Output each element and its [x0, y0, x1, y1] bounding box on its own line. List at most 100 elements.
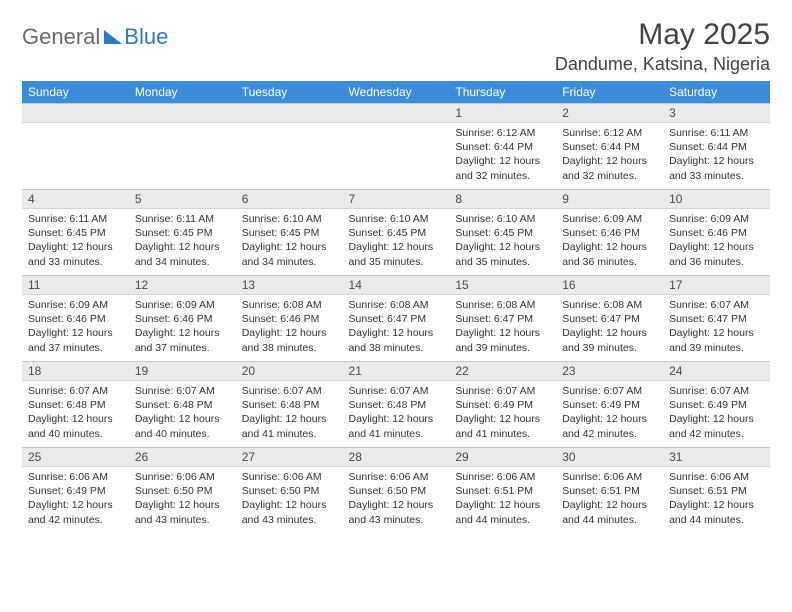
- sunrise-line: Sunrise: 6:06 AM: [455, 470, 550, 484]
- calendar-cell: 27Sunrise: 6:06 AMSunset: 6:50 PMDayligh…: [236, 447, 343, 533]
- day-details: Sunrise: 6:09 AMSunset: 6:46 PMDaylight:…: [129, 295, 236, 361]
- calendar-cell: 31Sunrise: 6:06 AMSunset: 6:51 PMDayligh…: [663, 447, 770, 533]
- sunrise-line: Sunrise: 6:12 AM: [455, 126, 550, 140]
- weekday-header-row: SundayMondayTuesdayWednesdayThursdayFrid…: [22, 81, 770, 103]
- sunrise-line: Sunrise: 6:06 AM: [349, 470, 444, 484]
- brand-blue: Blue: [124, 24, 168, 50]
- daylight-line: Daylight: 12 hours and 43 minutes.: [349, 498, 444, 526]
- daylight-line: Daylight: 12 hours and 44 minutes.: [455, 498, 550, 526]
- calendar-cell: [129, 103, 236, 189]
- day-details: Sunrise: 6:08 AMSunset: 6:47 PMDaylight:…: [343, 295, 450, 361]
- daylight-line: Daylight: 12 hours and 35 minutes.: [455, 240, 550, 268]
- weekday-header: Thursday: [449, 81, 556, 103]
- daylight-line: Daylight: 12 hours and 40 minutes.: [135, 412, 230, 440]
- calendar-cell: 30Sunrise: 6:06 AMSunset: 6:51 PMDayligh…: [556, 447, 663, 533]
- day-number-bar: 30: [556, 447, 663, 467]
- daylight-line: Daylight: 12 hours and 37 minutes.: [28, 326, 123, 354]
- sunset-line: Sunset: 6:48 PM: [349, 398, 444, 412]
- daylight-line: Daylight: 12 hours and 41 minutes.: [455, 412, 550, 440]
- day-number-bar: [129, 103, 236, 123]
- calendar-week-row: 18Sunrise: 6:07 AMSunset: 6:48 PMDayligh…: [22, 361, 770, 447]
- daylight-line: Daylight: 12 hours and 36 minutes.: [669, 240, 764, 268]
- calendar-cell: 21Sunrise: 6:07 AMSunset: 6:48 PMDayligh…: [343, 361, 450, 447]
- sunrise-line: Sunrise: 6:09 AM: [135, 298, 230, 312]
- day-details: Sunrise: 6:07 AMSunset: 6:49 PMDaylight:…: [556, 381, 663, 447]
- sunset-line: Sunset: 6:45 PM: [28, 226, 123, 240]
- day-details: Sunrise: 6:12 AMSunset: 6:44 PMDaylight:…: [449, 123, 556, 189]
- calendar-cell: 2Sunrise: 6:12 AMSunset: 6:44 PMDaylight…: [556, 103, 663, 189]
- day-number-bar: 31: [663, 447, 770, 467]
- calendar-cell: 6Sunrise: 6:10 AMSunset: 6:45 PMDaylight…: [236, 189, 343, 275]
- sunset-line: Sunset: 6:49 PM: [455, 398, 550, 412]
- sunrise-line: Sunrise: 6:08 AM: [349, 298, 444, 312]
- sunset-line: Sunset: 6:44 PM: [669, 140, 764, 154]
- day-number-bar: 22: [449, 361, 556, 381]
- weekday-header: Monday: [129, 81, 236, 103]
- daylight-line: Daylight: 12 hours and 34 minutes.: [135, 240, 230, 268]
- weekday-header: Friday: [556, 81, 663, 103]
- sunrise-line: Sunrise: 6:07 AM: [242, 384, 337, 398]
- sunset-line: Sunset: 6:46 PM: [669, 226, 764, 240]
- header-bar: General Blue May 2025 Dandume, Katsina, …: [22, 18, 770, 75]
- daylight-line: Daylight: 12 hours and 33 minutes.: [28, 240, 123, 268]
- day-number-bar: 23: [556, 361, 663, 381]
- sunrise-line: Sunrise: 6:06 AM: [562, 470, 657, 484]
- calendar-cell: 15Sunrise: 6:08 AMSunset: 6:47 PMDayligh…: [449, 275, 556, 361]
- brand-logo: General Blue: [22, 18, 168, 50]
- sunrise-line: Sunrise: 6:07 AM: [562, 384, 657, 398]
- day-number-bar: 13: [236, 275, 343, 295]
- calendar-cell: 26Sunrise: 6:06 AMSunset: 6:50 PMDayligh…: [129, 447, 236, 533]
- day-number-bar: [343, 103, 450, 123]
- day-number-bar: 17: [663, 275, 770, 295]
- weekday-header: Tuesday: [236, 81, 343, 103]
- day-details: Sunrise: 6:06 AMSunset: 6:50 PMDaylight:…: [343, 467, 450, 533]
- sunrise-line: Sunrise: 6:07 AM: [135, 384, 230, 398]
- day-number-bar: 18: [22, 361, 129, 381]
- daylight-line: Daylight: 12 hours and 32 minutes.: [562, 154, 657, 182]
- day-details: Sunrise: 6:11 AMSunset: 6:45 PMDaylight:…: [129, 209, 236, 275]
- day-number-bar: 27: [236, 447, 343, 467]
- day-number-bar: 4: [22, 189, 129, 209]
- day-number-bar: 8: [449, 189, 556, 209]
- weekday-header: Saturday: [663, 81, 770, 103]
- sunrise-line: Sunrise: 6:07 AM: [28, 384, 123, 398]
- calendar-week-row: 4Sunrise: 6:11 AMSunset: 6:45 PMDaylight…: [22, 189, 770, 275]
- day-details: Sunrise: 6:10 AMSunset: 6:45 PMDaylight:…: [449, 209, 556, 275]
- day-details: Sunrise: 6:07 AMSunset: 6:49 PMDaylight:…: [663, 381, 770, 447]
- calendar-cell: 5Sunrise: 6:11 AMSunset: 6:45 PMDaylight…: [129, 189, 236, 275]
- day-number-bar: 26: [129, 447, 236, 467]
- calendar-cell: 10Sunrise: 6:09 AMSunset: 6:46 PMDayligh…: [663, 189, 770, 275]
- calendar-cell: [343, 103, 450, 189]
- sunrise-line: Sunrise: 6:08 AM: [455, 298, 550, 312]
- calendar-cell: 23Sunrise: 6:07 AMSunset: 6:49 PMDayligh…: [556, 361, 663, 447]
- calendar-body: 1Sunrise: 6:12 AMSunset: 6:44 PMDaylight…: [22, 103, 770, 533]
- sunset-line: Sunset: 6:47 PM: [562, 312, 657, 326]
- calendar-cell: 28Sunrise: 6:06 AMSunset: 6:50 PMDayligh…: [343, 447, 450, 533]
- day-details: Sunrise: 6:08 AMSunset: 6:47 PMDaylight:…: [556, 295, 663, 361]
- calendar-cell: 11Sunrise: 6:09 AMSunset: 6:46 PMDayligh…: [22, 275, 129, 361]
- day-number-bar: 19: [129, 361, 236, 381]
- day-details: Sunrise: 6:11 AMSunset: 6:44 PMDaylight:…: [663, 123, 770, 189]
- sunrise-line: Sunrise: 6:10 AM: [349, 212, 444, 226]
- daylight-line: Daylight: 12 hours and 43 minutes.: [242, 498, 337, 526]
- sunset-line: Sunset: 6:49 PM: [562, 398, 657, 412]
- calendar-cell: 9Sunrise: 6:09 AMSunset: 6:46 PMDaylight…: [556, 189, 663, 275]
- weekday-header: Sunday: [22, 81, 129, 103]
- day-number-bar: 14: [343, 275, 450, 295]
- day-details: Sunrise: 6:07 AMSunset: 6:48 PMDaylight:…: [22, 381, 129, 447]
- calendar-cell: 20Sunrise: 6:07 AMSunset: 6:48 PMDayligh…: [236, 361, 343, 447]
- calendar-cell: 14Sunrise: 6:08 AMSunset: 6:47 PMDayligh…: [343, 275, 450, 361]
- daylight-line: Daylight: 12 hours and 40 minutes.: [28, 412, 123, 440]
- daylight-line: Daylight: 12 hours and 37 minutes.: [135, 326, 230, 354]
- day-details: Sunrise: 6:07 AMSunset: 6:47 PMDaylight:…: [663, 295, 770, 361]
- sunset-line: Sunset: 6:48 PM: [242, 398, 337, 412]
- calendar-cell: 4Sunrise: 6:11 AMSunset: 6:45 PMDaylight…: [22, 189, 129, 275]
- day-number-bar: 25: [22, 447, 129, 467]
- day-details: Sunrise: 6:09 AMSunset: 6:46 PMDaylight:…: [22, 295, 129, 361]
- calendar-cell: [22, 103, 129, 189]
- sunset-line: Sunset: 6:46 PM: [135, 312, 230, 326]
- day-details: Sunrise: 6:06 AMSunset: 6:51 PMDaylight:…: [556, 467, 663, 533]
- daylight-line: Daylight: 12 hours and 44 minutes.: [669, 498, 764, 526]
- day-details: Sunrise: 6:06 AMSunset: 6:51 PMDaylight:…: [449, 467, 556, 533]
- day-details: Sunrise: 6:07 AMSunset: 6:48 PMDaylight:…: [343, 381, 450, 447]
